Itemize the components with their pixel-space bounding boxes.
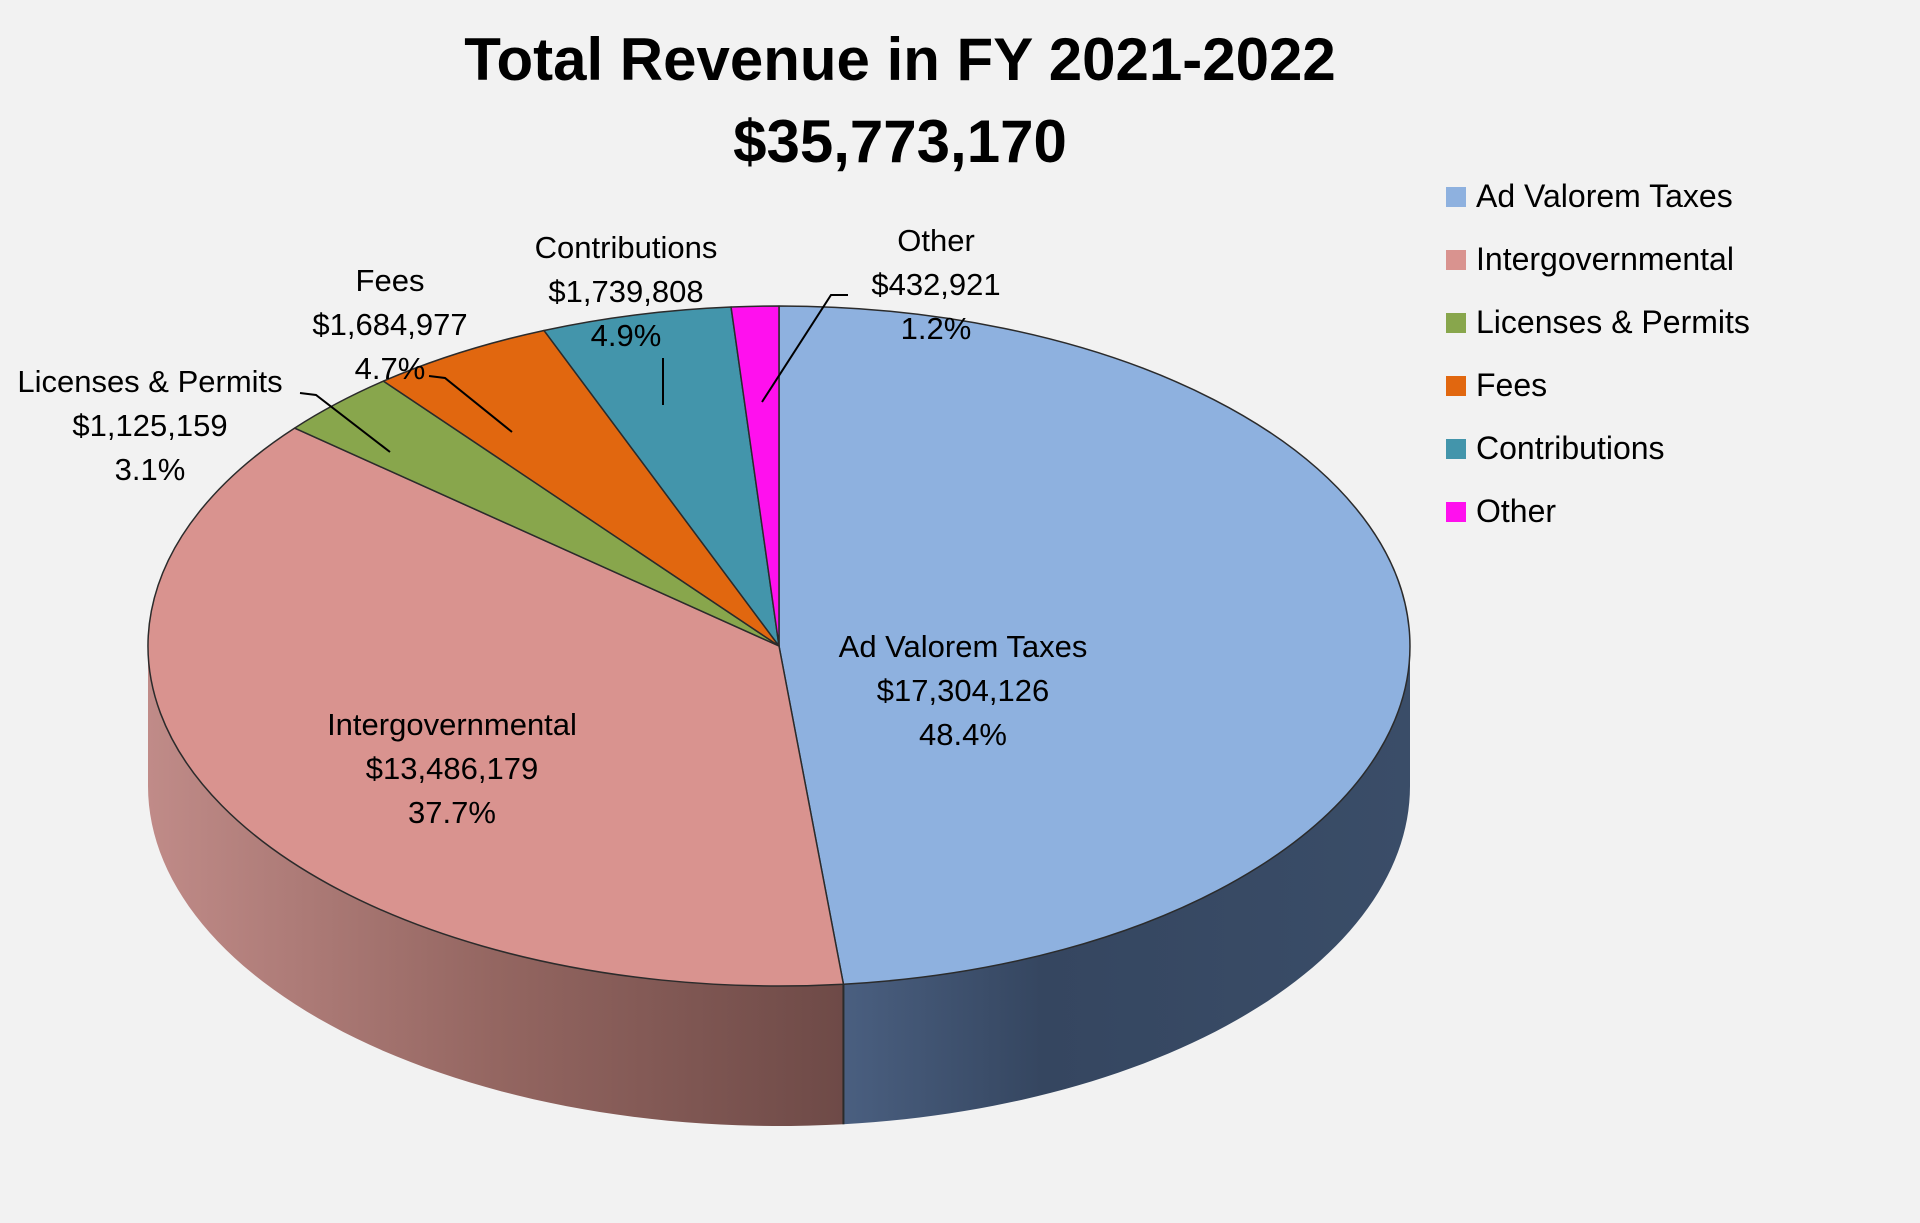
data-label-percent-contributions: 4.9% xyxy=(591,318,662,353)
leader-line-other xyxy=(761,294,848,403)
data-label-value-other: $432,921 xyxy=(871,267,1000,302)
legend-label-licenses-and-permits: Licenses & Permits xyxy=(1476,304,1750,340)
pie-slice-ad-valorem-taxes xyxy=(778,305,1411,985)
legend-label-ad-valorem-taxes: Ad Valorem Taxes xyxy=(1476,178,1733,214)
data-label-percent-intergovernmental: 37.7% xyxy=(408,795,496,830)
pie-side-walls xyxy=(148,646,1410,1126)
pie-top-face xyxy=(147,305,1411,987)
leader-lines xyxy=(299,294,848,453)
legend: Ad Valorem Taxes Intergovernmental License… xyxy=(1446,178,1750,529)
pie-side-intergovernmental xyxy=(148,646,844,1126)
data-label-percent-other: 1.2% xyxy=(901,311,972,346)
data-label-name-contributions: Contributions xyxy=(535,230,718,265)
data-label-percent-licenses-and-permits: 3.1% xyxy=(115,452,186,487)
pie-side-ad-valorem-taxes xyxy=(843,646,1410,1125)
data-label-value-licenses-and-permits: $1,125,159 xyxy=(72,408,227,443)
data-label-value-intergovernmental: $13,486,179 xyxy=(366,751,538,786)
legend-swatch-fees xyxy=(1446,376,1466,396)
legend-swatch-contributions xyxy=(1446,439,1466,459)
leader-line-fees xyxy=(428,375,513,433)
pie-slice-contributions xyxy=(543,306,780,647)
data-label-value-ad-valorem-taxes: $17,304,126 xyxy=(877,673,1049,708)
legend-label-intergovernmental: Intergovernmental xyxy=(1476,241,1734,277)
data-label-name-other: Other xyxy=(897,223,975,258)
pie-slice-intergovernmental xyxy=(147,427,845,987)
data-label-name-fees: Fees xyxy=(356,263,425,298)
data-label-percent-fees: 4.7% xyxy=(355,351,426,386)
data-label-name-licenses-and-permits: Licenses & Permits xyxy=(17,364,282,399)
data-label-value-fees: $1,684,977 xyxy=(312,307,467,342)
chart-subtitle: $35,773,170 xyxy=(733,108,1067,175)
legend-swatch-licenses-and-permits xyxy=(1446,313,1466,333)
data-label-percent-ad-valorem-taxes: 48.4% xyxy=(919,717,1007,752)
legend-swatch-other xyxy=(1446,502,1466,522)
data-labels: Ad Valorem Taxes $17,304,126 48.4% Intergov… xyxy=(17,223,1087,830)
leader-line-licenses-and-permits xyxy=(299,392,391,453)
legend-label-contributions: Contributions xyxy=(1476,430,1665,466)
chart-title: Total Revenue in FY 2021-2022 xyxy=(464,26,1336,93)
data-label-value-contributions: $1,739,808 xyxy=(548,274,703,309)
legend-label-other: Other xyxy=(1476,493,1556,529)
data-label-name-intergovernmental: Intergovernmental xyxy=(327,707,577,742)
pie-slice-other xyxy=(730,305,780,647)
legend-swatch-ad-valorem-taxes xyxy=(1446,187,1466,207)
data-label-name-ad-valorem-taxes: Ad Valorem Taxes xyxy=(839,629,1088,664)
legend-swatch-intergovernmental xyxy=(1446,250,1466,270)
legend-label-fees: Fees xyxy=(1476,367,1547,403)
